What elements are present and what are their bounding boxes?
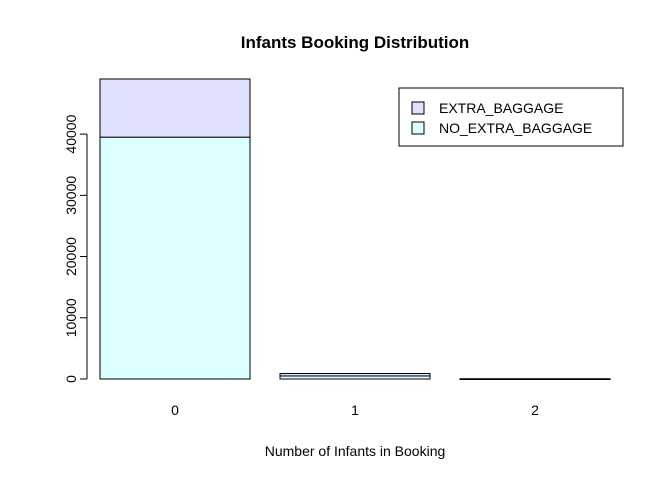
bar-1-extra-baggage — [279, 372, 431, 377]
y-tick-label: 0 — [63, 375, 79, 383]
x-tick-label: 0 — [171, 402, 179, 418]
x-axis-label: Number of Infants in Booking — [265, 443, 446, 459]
y-tick-label: 20000 — [63, 237, 79, 276]
x-tick-labels: 0 1 2 — [171, 402, 539, 418]
legend-label: NO_EXTRA_BAGGAGE — [439, 120, 592, 136]
bar-2-extra-baggage — [459, 378, 611, 380]
chart-title: Infants Booking Distribution — [241, 33, 470, 52]
y-axis: 0 10000 20000 30000 40000 — [63, 114, 88, 383]
x-tick-label: 1 — [351, 402, 359, 418]
legend: EXTRA_BAGGAGE NO_EXTRA_BAGGAGE — [398, 87, 624, 147]
y-tick-label: 30000 — [63, 176, 79, 215]
bar-0-no-extra-baggage — [99, 136, 251, 380]
y-tick-label: 40000 — [63, 114, 79, 153]
legend-swatch — [411, 121, 425, 135]
y-tick-label: 10000 — [63, 298, 79, 337]
x-tick-label: 2 — [531, 402, 539, 418]
bars-group — [99, 78, 611, 380]
bar-0-extra-baggage — [99, 78, 251, 138]
legend-swatch — [411, 101, 425, 115]
legend-label: EXTRA_BAGGAGE — [439, 100, 563, 116]
legend-box — [398, 87, 624, 147]
